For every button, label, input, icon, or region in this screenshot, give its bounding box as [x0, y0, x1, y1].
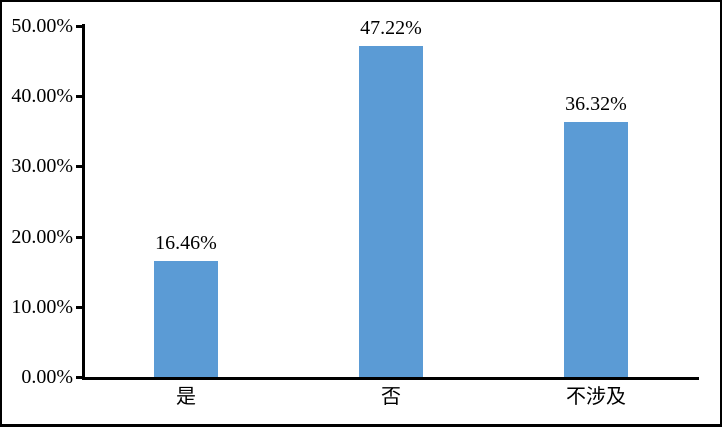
bar-否 [359, 46, 423, 377]
bar-是 [154, 261, 218, 377]
x-category-label: 不涉及 [566, 386, 626, 408]
bar-data-label: 16.46% [155, 232, 217, 254]
y-tick-mark [76, 95, 85, 99]
y-tick-mark [76, 25, 85, 28]
bar-data-label: 36.32% [565, 93, 627, 115]
y-tick-mark [76, 235, 85, 239]
y-tick-mark [76, 165, 85, 169]
y-axis-line [82, 24, 85, 380]
bar-不涉及 [564, 122, 628, 377]
y-tick-label: 20.00% [11, 225, 73, 248]
y-tick-label: 30.00% [11, 155, 73, 178]
y-tick-label: 50.00% [11, 15, 73, 37]
y-tick-label: 10.00% [11, 295, 73, 318]
x-category-label: 是 [176, 386, 196, 408]
bar-data-label: 47.22% [360, 17, 422, 39]
y-tick-label: 0.00% [21, 366, 73, 388]
x-axis-line [82, 377, 699, 380]
y-tick-mark [76, 305, 85, 309]
x-category-label: 否 [381, 386, 401, 408]
y-tick-mark [76, 376, 85, 379]
y-tick-label: 40.00% [11, 85, 73, 108]
